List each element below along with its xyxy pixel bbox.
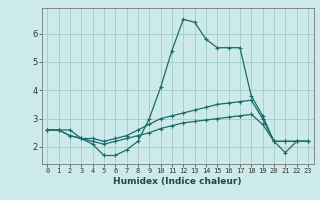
X-axis label: Humidex (Indice chaleur): Humidex (Indice chaleur) bbox=[113, 177, 242, 186]
